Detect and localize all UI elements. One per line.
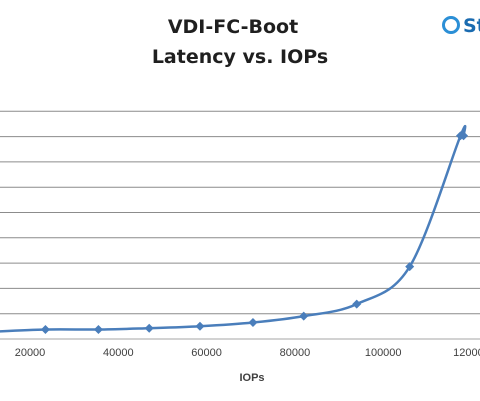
x-axis-title: IOPs [239, 372, 264, 384]
data-point-marker [248, 317, 258, 327]
x-tick-label: 60000 [191, 347, 222, 359]
x-tick-label: 80000 [280, 347, 311, 359]
data-point-marker [93, 324, 103, 334]
x-tick-label: 100000 [365, 347, 402, 359]
x-tick-label: 40000 [103, 347, 134, 359]
chart-subtitle: Latency vs. IOPs [152, 46, 328, 68]
series-line [0, 124, 467, 333]
data-point-marker [299, 311, 309, 321]
x-tick-label: 120000 [453, 347, 480, 359]
data-point-marker [405, 262, 415, 272]
logo: St [442, 15, 480, 37]
data-point-marker [352, 299, 362, 309]
logo-text: St [463, 15, 480, 37]
data-point-marker [195, 321, 205, 331]
gridlines [0, 110, 480, 315]
data-point-marker [40, 324, 50, 334]
chart-title: VDI-FC-Boot [168, 16, 298, 38]
data-point-marker [144, 323, 154, 333]
data-point-marker [459, 131, 469, 141]
x-tick-labels: 20000 40000 60000 80000 100000 120000 [15, 347, 480, 359]
series-markers [40, 131, 469, 334]
logo-icon [442, 16, 460, 34]
x-tick-label: 20000 [15, 347, 46, 359]
